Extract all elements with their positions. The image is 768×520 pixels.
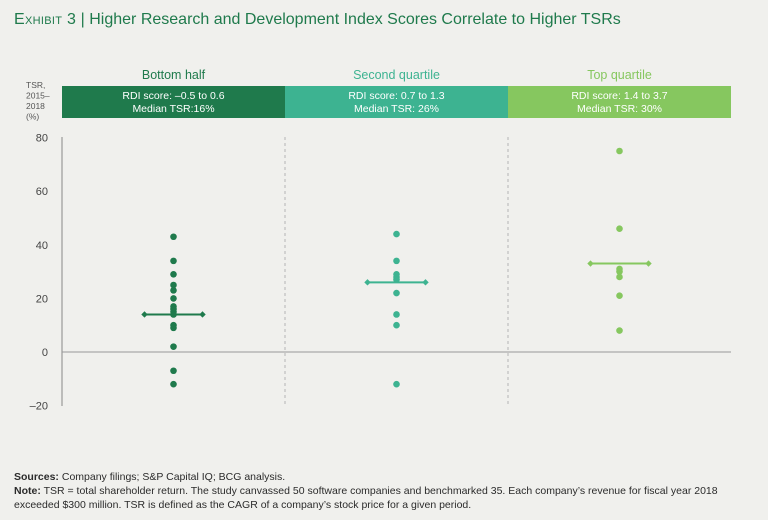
median-endpoint-marker [141,311,148,318]
data-point [393,257,400,265]
median-endpoint-marker [422,279,429,286]
note-text: TSR = total shareholder return. The stud… [14,485,718,511]
sources-text: Company filings; S&P Capital IQ; BCG ana… [58,471,286,483]
median-endpoint-marker [645,260,652,267]
data-point [170,367,177,375]
median-endpoint-marker [199,311,206,318]
data-point [170,270,177,278]
data-point [170,343,177,350]
y-axis-label-line: (%) [26,112,39,122]
group-rdi-label: RDI score: 0.7 to 1.3 [348,90,444,102]
group-name-label: Second quartile [353,68,440,82]
data-point [170,281,177,289]
data-point [616,327,623,334]
y-tick-label: 40 [36,240,48,252]
data-point [170,233,177,241]
data-point [616,225,623,233]
group-banner [508,86,731,118]
tsr-scatter-chart: TSR,2015–2018(%) 80 60 40 20 0 –20 Bottom half R… [26,68,731,413]
data-point [393,380,400,388]
note-label: Note: [14,485,41,497]
sources-label: Sources: [14,471,59,483]
group-median-label: Median TSR:16% [132,103,214,115]
data-point [170,295,177,302]
data-point [616,268,623,275]
data-point [393,321,400,329]
group-rdi-label: RDI score: 1.4 to 3.7 [571,90,667,102]
group-name-label: Top quartile [587,68,652,82]
group-median-label: Median TSR: 26% [354,103,439,115]
sources-line: Sources: Company filings; S&P Capital IQ… [14,470,754,484]
y-axis-label-line: 2018 [26,101,45,111]
data-point [170,380,177,388]
y-axis-label-line: TSR, [26,80,45,90]
data-point [616,147,623,155]
data-point [393,230,400,238]
data-point [393,276,400,283]
data-point [170,324,177,332]
y-tick-label: 60 [36,186,48,198]
data-point [616,273,623,281]
group-banner [285,86,508,118]
y-axis-label-line: 2015– [26,91,50,101]
group-median-label: Median TSR: 30% [577,103,662,115]
footer: Sources: Company filings; S&P Capital IQ… [14,470,754,512]
note-line: Note: TSR = total shareholder return. Th… [14,484,754,512]
title-separator: | [80,11,85,28]
y-tick-label: 0 [42,347,48,359]
group-banner [62,86,285,118]
exhibit-title: Exhibit 3 | Higher Research and Developm… [14,11,621,29]
data-point [393,311,400,318]
group-name-label: Bottom half [142,68,206,82]
y-tick-label: 20 [36,293,48,305]
exhibit-label: Exhibit 3 [14,11,77,28]
y-tick-label: 80 [36,133,48,145]
y-tick-label: –20 [30,401,48,413]
group-rdi-label: RDI score: –0.5 to 0.6 [122,90,224,102]
exhibit-heading: Higher Research and Development Index Sc… [89,11,621,28]
median-endpoint-marker [587,260,594,267]
median-endpoint-marker [364,279,371,286]
data-point [170,257,177,265]
data-point [393,289,400,297]
data-point [170,287,177,294]
data-point [616,292,623,300]
